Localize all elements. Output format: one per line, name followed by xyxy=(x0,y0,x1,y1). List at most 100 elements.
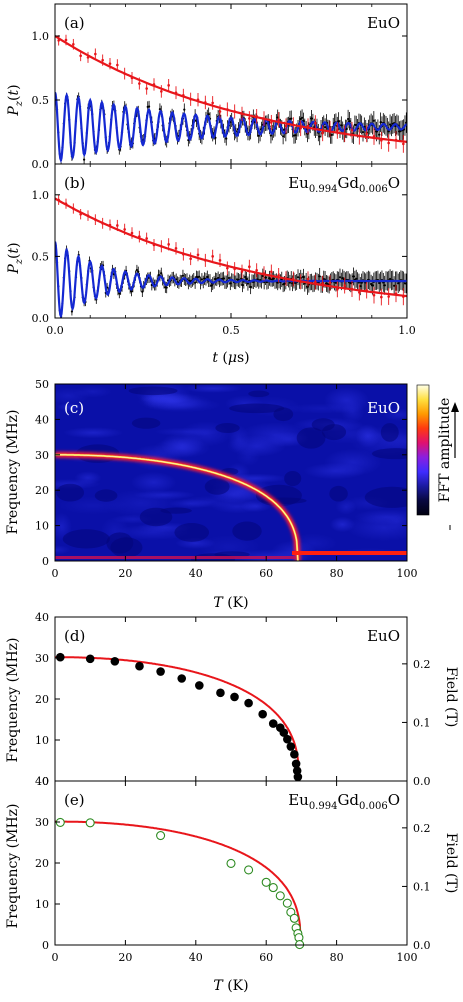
red-point xyxy=(387,141,390,145)
panel-c-ylabel: Frequency (MHz) xyxy=(5,409,21,534)
red-point xyxy=(328,281,332,285)
data-point xyxy=(244,698,253,708)
y-right-tick-label: 0.0 xyxy=(413,775,431,788)
black-point xyxy=(393,284,396,287)
data-point xyxy=(291,759,301,769)
heatmap-dark-blob xyxy=(248,390,270,398)
panel-d-fit xyxy=(55,656,300,782)
panel-c-heatmap xyxy=(55,384,407,561)
panel-e-fit xyxy=(55,820,302,946)
black-point xyxy=(147,105,151,108)
data-point xyxy=(195,681,204,690)
panel-e-ylabel-right: Field (T) xyxy=(443,833,459,894)
red-point xyxy=(160,90,163,93)
heatmap-dark-blob xyxy=(232,521,262,541)
heatmap-dark-blob xyxy=(364,486,407,508)
panel-a-black-data xyxy=(55,92,407,164)
data-point xyxy=(286,742,296,751)
heatmap-noise-blob xyxy=(210,499,264,514)
y-tick-label: 10 xyxy=(35,734,49,747)
heatmap-noise-blob xyxy=(183,384,243,393)
black-point xyxy=(246,282,250,285)
heatmap-dark-blob xyxy=(284,470,302,487)
red-point xyxy=(123,228,126,231)
x-tick-label: 80 xyxy=(330,951,344,964)
red-point xyxy=(299,126,302,130)
black-point xyxy=(379,121,382,124)
panel-e: 0 10 20 30 40 0.0 0.1 0.2 0 20 40 60 80 100 (e) Eu0.9… xyxy=(5,775,459,994)
y-tick-label: 30 xyxy=(35,449,49,462)
data-point xyxy=(135,661,144,671)
black-point xyxy=(241,284,244,287)
red-point xyxy=(116,224,119,227)
black-point xyxy=(183,108,186,111)
black-point xyxy=(206,275,209,279)
heatmap-noise-blob xyxy=(303,462,367,480)
red-point xyxy=(321,131,324,135)
heatmap-dark-blob xyxy=(94,489,118,502)
black-point xyxy=(272,277,275,280)
panel-d-label: (d) xyxy=(64,627,85,645)
y-tick-label: 0.5 xyxy=(32,94,50,107)
red-point xyxy=(79,54,82,58)
black-point xyxy=(360,281,363,284)
heatmap-dark-blob xyxy=(174,523,210,542)
heatmap-dark-blob xyxy=(371,448,407,460)
y-right-tick-label: 0.1 xyxy=(413,716,431,729)
x-tick-label: 100 xyxy=(397,567,418,580)
red-point xyxy=(108,62,112,65)
black-point xyxy=(318,135,321,138)
red-point xyxy=(306,277,310,281)
heatmap-dark-blob xyxy=(380,423,399,442)
panel-b-plot-area xyxy=(55,194,407,318)
red-point xyxy=(284,124,288,128)
black-point xyxy=(378,281,381,285)
panel-c-xlabel: T (K) xyxy=(213,595,248,611)
heatmap-noise-blob xyxy=(345,514,407,542)
heatmap-noise-blob xyxy=(130,471,177,493)
red-point xyxy=(174,247,178,250)
red-point xyxy=(218,259,222,262)
panel-d-ticks: 0 10 20 30 40 0.0 0.1 0.2 xyxy=(35,611,431,788)
y-tick-label: 1.0 xyxy=(32,189,50,202)
black-point xyxy=(283,282,286,285)
red-point xyxy=(402,142,405,146)
heatmap-dark-blob xyxy=(56,483,85,502)
red-point xyxy=(218,110,222,113)
black-point xyxy=(387,130,390,133)
black-point xyxy=(340,124,343,127)
panel-e-label: (e) xyxy=(64,791,85,809)
black-point xyxy=(370,282,373,286)
panel-b-ticks: 0.0 0.5 1.0 0.0 0.5 1.0 xyxy=(32,164,416,337)
heatmap-dark-blob xyxy=(106,532,134,554)
black-point xyxy=(355,277,358,280)
black-point xyxy=(371,284,374,287)
heatmap-dark-blob xyxy=(131,417,161,429)
panel-c-ticks: 0 10 20 30 40 50 0 20 40 60 80 100 xyxy=(35,378,418,580)
red-point xyxy=(64,38,68,42)
data-point xyxy=(156,667,165,676)
black-point xyxy=(207,113,210,116)
data-point xyxy=(216,688,225,698)
red-point xyxy=(248,117,251,120)
data-point xyxy=(230,692,239,702)
red-point xyxy=(328,127,332,131)
heatmap-noise-blob xyxy=(382,408,407,421)
black-point xyxy=(141,290,144,293)
y-tick-label: 50 xyxy=(35,378,49,391)
y-tick-label: 40 xyxy=(35,611,49,624)
panel-a: 0.0 0.5 1.0 (a) EuO Pz(t) xyxy=(6,3,408,171)
red-point xyxy=(211,101,214,105)
panel-e-ticks: 0 10 20 30 40 0.0 0.1 0.2 0 20 40 60 80 100 xyxy=(35,775,431,964)
red-point xyxy=(145,237,148,240)
panel-b-blue-fit xyxy=(55,241,407,318)
black-point xyxy=(300,116,304,119)
panel-d-ylabel-right: Field (T) xyxy=(443,667,459,728)
black-point xyxy=(330,133,333,137)
heatmap-lowfreq-band xyxy=(292,551,407,555)
data-point xyxy=(156,830,166,841)
panel-c-title: EuO xyxy=(367,399,400,417)
y-tick-label: 0 xyxy=(42,555,49,568)
black-point xyxy=(181,274,185,277)
